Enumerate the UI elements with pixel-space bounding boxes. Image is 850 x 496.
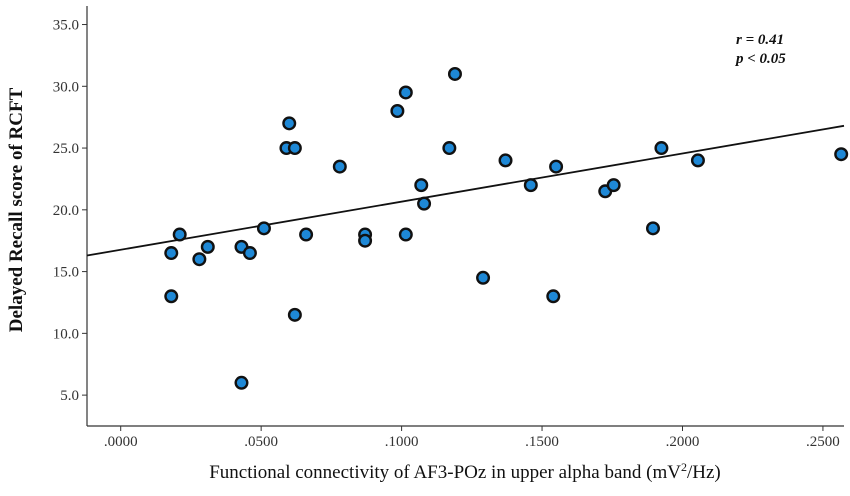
y-axis-ticks: 5.0 10.0 15.0 20.0 25.0 30.0 35.0 xyxy=(53,18,87,404)
regression-line xyxy=(86,124,845,257)
data-point xyxy=(546,289,561,304)
x-tick-label: .0500 xyxy=(244,434,278,450)
data-point xyxy=(256,221,271,236)
y-tick-label: 35.0 xyxy=(53,18,79,34)
y-tick-label: 30.0 xyxy=(53,79,79,95)
annotation-p: p < 0.05 xyxy=(734,51,786,67)
data-point xyxy=(164,246,179,261)
data-point xyxy=(332,159,347,174)
data-point xyxy=(287,141,302,156)
x-tick-label: .2000 xyxy=(666,434,700,450)
x-tick-label: .1000 xyxy=(385,434,419,450)
y-axis-title: Delayed Recall score of RCFT xyxy=(6,87,27,332)
data-point xyxy=(645,221,660,236)
data-point xyxy=(442,141,457,156)
annotation-r: r = 0.41 xyxy=(736,32,784,48)
y-tick-label: 20.0 xyxy=(53,203,79,219)
data-point xyxy=(690,153,705,168)
data-point xyxy=(358,233,373,248)
data-point xyxy=(242,246,257,261)
data-points xyxy=(164,66,849,390)
data-point xyxy=(654,141,669,156)
x-axis-ticks: .0000 .0500 .1000 .1500 .2000 .2500 xyxy=(104,426,840,450)
data-point xyxy=(398,85,413,100)
data-point xyxy=(447,66,462,81)
data-point xyxy=(417,196,432,211)
data-point xyxy=(287,307,302,322)
data-point xyxy=(192,252,207,267)
data-point xyxy=(398,227,413,242)
x-tick-label: .0000 xyxy=(104,434,138,450)
data-point xyxy=(200,239,215,254)
data-point xyxy=(498,153,513,168)
data-point xyxy=(390,103,405,118)
data-point xyxy=(164,289,179,304)
x-tick-label: .2500 xyxy=(806,434,840,450)
data-point xyxy=(234,375,249,390)
x-tick-label: .1500 xyxy=(525,434,559,450)
data-point xyxy=(834,147,849,162)
y-tick-label: 10.0 xyxy=(53,326,79,342)
y-tick-label: 15.0 xyxy=(53,265,79,281)
y-tick-label: 25.0 xyxy=(53,141,79,157)
data-point xyxy=(282,116,297,131)
x-axis-title: Functional connectivity of AF3-POz in up… xyxy=(209,460,721,483)
data-point xyxy=(606,178,621,193)
data-point xyxy=(299,227,314,242)
data-point xyxy=(414,178,429,193)
data-point xyxy=(523,178,538,193)
y-tick-label: 5.0 xyxy=(60,388,79,404)
data-point xyxy=(549,159,564,174)
data-point xyxy=(476,270,491,285)
data-point xyxy=(172,227,187,242)
